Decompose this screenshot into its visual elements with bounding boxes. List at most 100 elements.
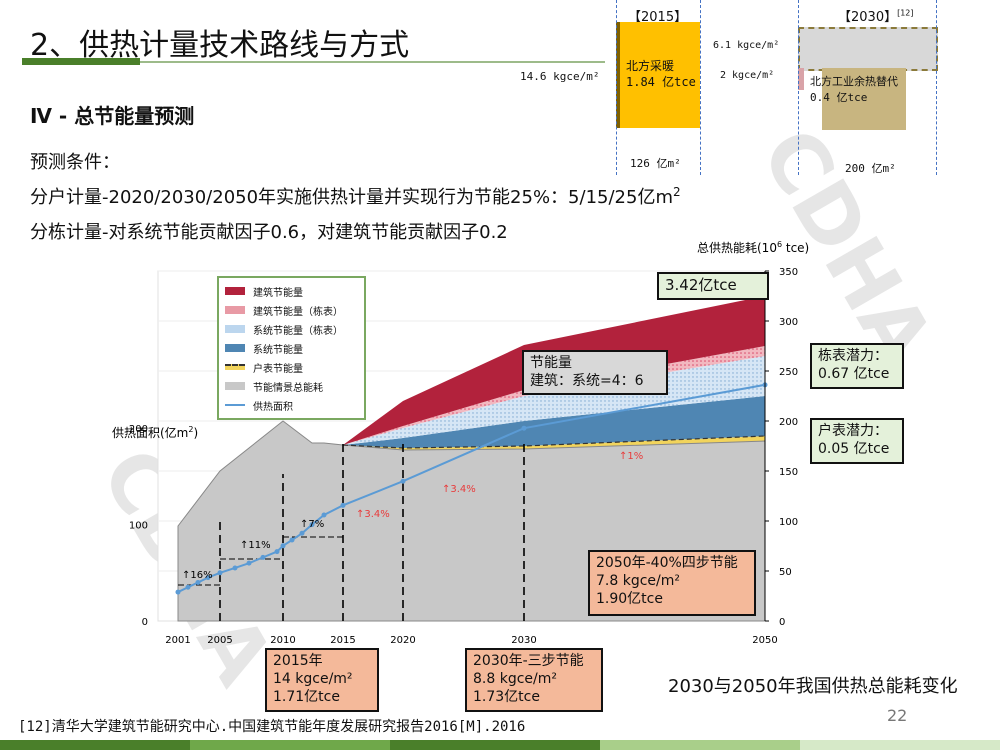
- slide-title: 2、供热计量技术路线与方式: [30, 28, 410, 63]
- inset-2015-guide-right: [700, 0, 701, 175]
- inset-2015-intensity-bottom: 2 kgce/m²: [720, 70, 775, 81]
- x-axis-tick-label: 2001: [165, 635, 190, 646]
- growth-label: ↑1%: [619, 451, 643, 462]
- legend-item: 节能情景总能耗: [225, 379, 323, 394]
- condition-household: 分户计量-2020/2030/2050年实施供热计量并实现行为节能25%：5/1…: [30, 185, 681, 208]
- household-saving-area: [343, 436, 765, 450]
- inset-2030-label: 北方工业余热替代 0.4 亿tce: [810, 75, 898, 104]
- footer-band: [390, 740, 600, 750]
- right-axis-tick-label: 250: [779, 367, 798, 378]
- right-axis-tick-label: 0: [779, 617, 785, 628]
- heating-area-point: [299, 530, 305, 536]
- chart-legend: 建筑节能量建筑节能量（栋表） 系统节能量（栋表） 系统节能量户表节能量节能情景总能耗…: [217, 276, 366, 420]
- inset-2030-guide-right: [936, 0, 937, 175]
- heating-area-point: [195, 579, 201, 585]
- inset-2015-intensity-top: 6.1 kgce/m²: [713, 40, 780, 51]
- heating-area-point: [521, 425, 527, 431]
- footer-band: [800, 740, 1000, 750]
- legend-label: 建筑节能量: [253, 287, 303, 299]
- right-axis-tick-label: 200: [779, 417, 798, 428]
- inset-2015-intensity: 14.6 kgce/m²: [520, 70, 600, 83]
- right-axis-tick-label: 100: [779, 517, 798, 528]
- right-axis-tick-label: 300: [779, 317, 798, 328]
- title-underline: [22, 58, 140, 65]
- x-axis-tick-label: 2030: [511, 635, 536, 646]
- heating-area-point: [289, 537, 295, 543]
- footer-band: [600, 740, 800, 750]
- page-number: 22: [887, 706, 908, 725]
- x-axis-tick-label: 2010: [270, 635, 295, 646]
- left-axis-title: 供热面积(亿m2): [112, 425, 198, 440]
- heating-area-point: [280, 543, 286, 549]
- saving-ratio-box: 节能量 建筑：系统=4：6: [522, 350, 668, 395]
- legend-label: 供热面积: [253, 401, 293, 413]
- x-axis-tick-label: 2015: [330, 635, 355, 646]
- left-axis-tick-label: 200: [129, 424, 148, 435]
- heating-area-point: [260, 554, 266, 560]
- title-underline-thin: [140, 61, 605, 63]
- right-axis-title: 总供热能耗(106 tce): [697, 240, 809, 255]
- legend-swatch: [225, 344, 245, 352]
- growth-label: ↑16%: [182, 570, 213, 581]
- legend-label: 户表节能量: [253, 363, 303, 375]
- inset-2030-top-box: [798, 27, 938, 71]
- legend-swatch: [225, 364, 245, 370]
- box-2030: 2030年-三步节能 8.8 kgce/m² 1.73亿tce: [465, 648, 603, 712]
- inset-2030-left-strip: [798, 68, 804, 90]
- inset-2030-area: 200 亿m²: [845, 162, 896, 175]
- inset-2015-guide-left: [616, 0, 617, 175]
- chart-caption: 2030与2050年我国供热总能耗变化: [668, 676, 958, 697]
- inset-2030-bar: [822, 68, 906, 130]
- legend-item: 系统节能量（栋表）: [225, 322, 343, 337]
- legend-swatch: [225, 325, 245, 333]
- inset-2015-year: 【2015】: [628, 10, 688, 25]
- legend-swatch: [225, 404, 245, 406]
- legend-label: 系统节能量（栋表）: [253, 325, 343, 337]
- heating-area-point: [274, 549, 280, 555]
- heating-area-point: [205, 575, 211, 581]
- inset-2030-year: 【2030】[12]: [838, 8, 914, 25]
- footer-band: [0, 740, 190, 750]
- x-axis-tick-label: 2020: [390, 635, 415, 646]
- heating-area-point: [217, 570, 223, 576]
- legend-item: 建筑节能量（栋表）: [225, 303, 343, 318]
- inset-2015-edge: [616, 22, 620, 128]
- growth-label: ↑7%: [300, 519, 324, 530]
- legend-label: 建筑节能量（栋表）: [253, 306, 343, 318]
- legend-label: 系统节能量: [253, 344, 303, 356]
- heating-area-point: [232, 565, 238, 571]
- heating-area-point: [185, 584, 191, 590]
- inset-2015-bar: [620, 22, 700, 128]
- right-axis-tick-label: 350: [779, 267, 798, 278]
- growth-label: ↑3.4%: [356, 509, 390, 520]
- household-saving-line: [342, 435, 766, 449]
- reference: [12]清华大学建筑节能研究中心.中国建筑节能年度发展研究报告2016[M].2…: [18, 719, 526, 735]
- inset-2015-label: 北方采暖 1.84 亿tce: [626, 59, 696, 89]
- legend-swatch: [225, 287, 245, 295]
- box-2050: 2050年-40%四步节能 7.8 kgce/m² 1.90亿tce: [588, 550, 756, 616]
- legend-item: 建筑节能量: [225, 284, 303, 299]
- heating-area-point: [309, 522, 315, 528]
- legend-item: 系统节能量: [225, 341, 303, 356]
- total-top-box: 3.42亿tce: [657, 272, 769, 300]
- right-axis-tick-label: 150: [779, 467, 798, 478]
- heating-area-point: [400, 478, 406, 484]
- legend-swatch: [225, 306, 245, 314]
- inset-2015: 【2015】 北方采暖 1.84 亿tce 14.6 kgce/m² 6.1 k…: [520, 0, 790, 185]
- inset-2030-guide-left: [798, 0, 799, 175]
- growth-label: ↑11%: [240, 540, 271, 551]
- footer-band: [190, 740, 390, 750]
- left-axis-tick-label: 100: [129, 521, 148, 532]
- box-2015: 2015年 14 kgce/m² 1.71亿tce: [265, 648, 379, 712]
- x-axis-tick-label: 2050: [752, 635, 777, 646]
- heating-area-point: [340, 502, 346, 508]
- conditions-label: 预测条件：: [30, 152, 120, 173]
- legend-label: 节能情景总能耗: [253, 382, 323, 394]
- heating-area-point: [175, 589, 181, 595]
- legend-item: 供热面积: [225, 398, 293, 413]
- right-axis-tick-label: 50: [779, 567, 792, 578]
- building-meter-box: 栋表潜力： 0.67 亿tce: [810, 343, 904, 389]
- legend-swatch: [225, 382, 245, 390]
- left-axis-tick-label: 0: [142, 617, 148, 628]
- x-axis-tick-label: 2005: [207, 635, 232, 646]
